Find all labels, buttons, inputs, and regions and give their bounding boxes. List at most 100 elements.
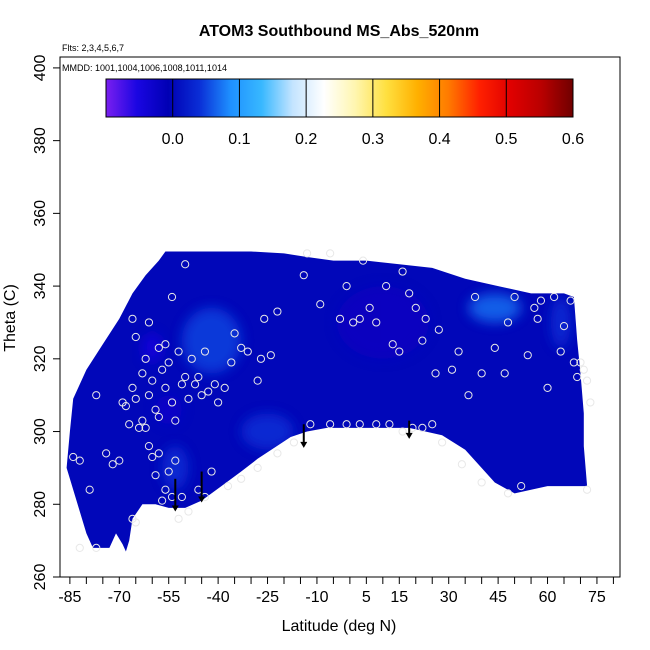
observation-point: [151, 405, 160, 414]
observation-point: [227, 358, 236, 367]
observation-point: [431, 369, 440, 378]
colorbar-tick-label: 0.4: [428, 131, 450, 148]
observation-point: [335, 314, 345, 323]
observation-point: [164, 467, 173, 476]
observation-point: [299, 271, 308, 280]
observation-point: [382, 281, 391, 291]
observation-point: [411, 303, 420, 313]
observation-point: [260, 314, 269, 323]
observation-point: [457, 460, 466, 469]
x-tick-label: -70: [108, 589, 131, 606]
colorbar-ticks: 0.0 0.1 0.2 0.3 0.4 0.5 0.6: [162, 79, 584, 148]
observation-point: [151, 471, 160, 480]
observation-point: [395, 347, 404, 356]
field-patch: [162, 446, 189, 490]
x-tick-label: -40: [207, 589, 230, 606]
observation-point: [576, 358, 585, 367]
data-field: [66, 251, 588, 552]
observation-point: [256, 354, 266, 363]
observation-point: [358, 256, 368, 265]
observation-point: [405, 289, 414, 298]
observation-point: [214, 398, 223, 407]
observation-point: [92, 543, 101, 553]
observation-point: [144, 441, 154, 451]
observation-point: [556, 347, 565, 356]
arrow-head: [405, 432, 413, 439]
observation-point: [530, 303, 539, 313]
observation-point: [158, 365, 167, 374]
x-tick-label: 30: [440, 589, 458, 606]
observation-point: [490, 343, 499, 353]
observation-point: [510, 292, 519, 302]
observation-point: [550, 292, 559, 302]
y-tick-label: 400: [32, 54, 49, 81]
observation-point: [220, 383, 229, 393]
observation-point: [477, 478, 486, 487]
colorbar-tick-label: 0.2: [295, 131, 317, 148]
observation-point: [144, 318, 154, 327]
flights-subtitle: Flts: 2,3,4,5,6,7: [62, 43, 124, 53]
observation-point: [108, 460, 117, 469]
observation-point: [177, 380, 186, 389]
x-tick-label: -10: [305, 589, 328, 606]
observation-point: [579, 365, 588, 374]
observation-point: [115, 456, 124, 465]
y-tick-label: 260: [32, 564, 49, 591]
observation-point: [177, 492, 186, 502]
colorbar-tick-label: 0.0: [162, 131, 184, 148]
arrow-head: [198, 496, 206, 503]
observation-point: [349, 318, 358, 327]
colorbar-tick-label: 0.1: [228, 131, 250, 148]
observation-point: [121, 401, 130, 411]
x-tick-label: 60: [539, 589, 557, 606]
colorbar-gradient: [105, 78, 574, 118]
observation-point: [141, 423, 150, 433]
observation-point: [398, 427, 407, 436]
observation-point: [154, 412, 163, 422]
observation-point: [148, 452, 157, 462]
x-axis: -85 -70 -55 -40 -25 -10 5 15 30 45 60 75: [58, 577, 614, 606]
observation-point: [372, 420, 381, 429]
observation-point: [158, 496, 167, 505]
observation-point: [75, 456, 84, 465]
observation-point: [523, 351, 532, 360]
observation-point: [365, 303, 374, 313]
observation-point: [559, 321, 569, 331]
observation-point: [582, 376, 592, 385]
observation-point: [464, 391, 473, 400]
y-axis-label: Theta (C): [2, 284, 19, 352]
arrow-markers: [171, 420, 413, 512]
observation-point: [131, 394, 140, 403]
observation-point: [167, 398, 177, 407]
observation-point: [128, 314, 137, 323]
observation-point: [477, 369, 486, 378]
observation-point: [171, 456, 180, 465]
observation-points: [69, 249, 595, 553]
observation-point: [434, 325, 443, 334]
observation-point: [85, 485, 94, 494]
observation-point: [102, 449, 111, 458]
observation-point: [454, 347, 463, 356]
observation-point: [503, 318, 513, 327]
observation-point: [144, 391, 154, 400]
x-axis-label: Latitude (deg N): [282, 618, 397, 635]
y-tick-label: 380: [32, 127, 49, 154]
arrow-marker: [171, 478, 179, 512]
observation-point: [181, 372, 190, 382]
observation-point: [316, 300, 325, 309]
observation-point: [223, 481, 233, 491]
observation-point: [230, 329, 239, 338]
y-tick-label: 280: [32, 491, 49, 518]
x-tick-label: 45: [489, 589, 507, 606]
x-tick-label: 75: [588, 589, 606, 606]
observation-point: [138, 416, 147, 425]
observation-point: [273, 307, 282, 316]
observation-point: [253, 376, 262, 385]
observation-point: [164, 358, 173, 367]
observation-point: [388, 340, 397, 349]
field-patch: [468, 293, 522, 323]
observation-point: [266, 351, 275, 360]
observation-point: [421, 314, 430, 323]
x-tick-label: 5: [362, 589, 371, 606]
observation-point: [75, 543, 84, 553]
